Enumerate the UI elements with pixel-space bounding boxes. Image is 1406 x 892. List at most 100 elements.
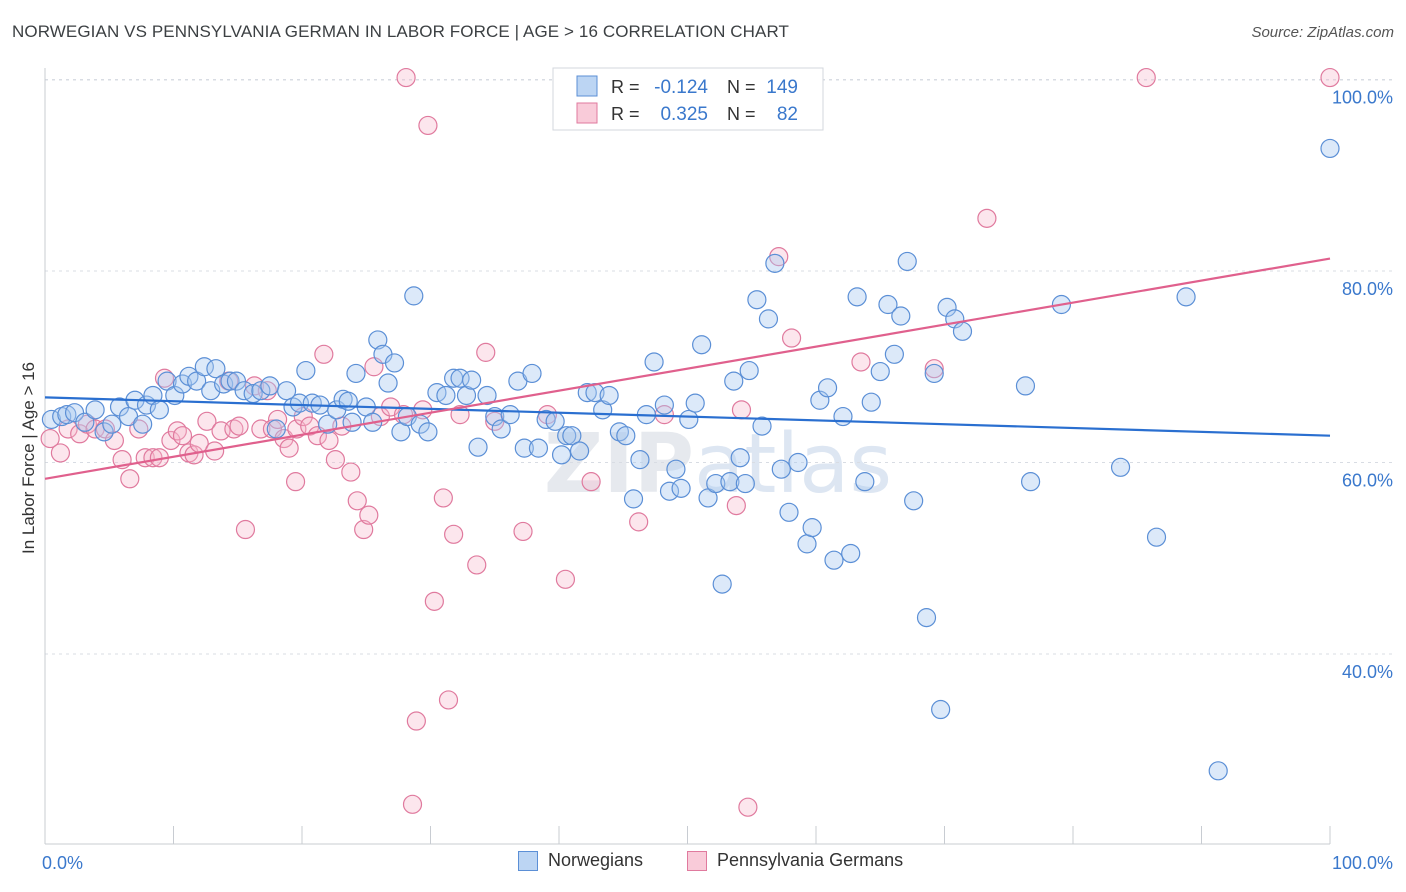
point-pennsylvania-german [924, 359, 944, 379]
axes [44, 68, 1331, 845]
point-norwegian [378, 373, 398, 393]
point-norwegian [758, 309, 779, 329]
point-norwegian [771, 459, 791, 479]
point-norwegian [251, 381, 271, 401]
point-norwegian [551, 445, 572, 465]
point-norwegian [456, 385, 477, 406]
y-tick-label: 80.0% [1342, 279, 1393, 299]
stats-legend-box [552, 67, 824, 131]
point-pennsylvania-german [235, 519, 256, 540]
x-tick-label-min: 0.0% [42, 853, 83, 873]
point-pennsylvania-german [197, 411, 217, 431]
chart-title: NORWEGIAN VS PENNSYLVANIA GERMAN IN LABO… [12, 22, 790, 41]
x-tick-labels: 0.0% 100.0% [42, 853, 1393, 873]
point-norwegian [623, 489, 644, 509]
y-tick-label: 60.0% [1342, 471, 1393, 491]
point-norwegian [75, 412, 95, 432]
legend-swatch-pink [687, 850, 707, 871]
point-norwegian [149, 400, 169, 420]
legend-swatch-blue [518, 850, 538, 871]
point-norwegian [545, 411, 565, 431]
point-norwegian [276, 381, 297, 401]
point-norwegian [562, 426, 582, 446]
gridlines [45, 79, 1392, 655]
point-pennsylvania-german [396, 67, 416, 88]
series-legend: Norwegians Pennsylvania Germans [0, 850, 1406, 880]
point-norwegian [724, 371, 744, 391]
point-norwegian [94, 422, 114, 442]
point-pennsylvania-german [1136, 67, 1156, 88]
point-norwegian [897, 251, 917, 272]
point-norwegian [569, 441, 590, 461]
point-norwegian [102, 414, 122, 434]
point-norwegian [514, 438, 534, 458]
trend-lines [44, 257, 1331, 480]
stats-legend: R = -0.124 N = 149 R = 0.325 N = 82 [552, 67, 824, 131]
point-pennsylvania-german [70, 424, 90, 444]
point-norwegian [797, 534, 817, 554]
point-norwegian [817, 378, 838, 398]
point-norwegian [1320, 138, 1340, 159]
point-norwegian [462, 370, 482, 390]
y-tick-labels: 40.0% 60.0% 80.0% 100.0% [1332, 88, 1393, 683]
point-norwegian [685, 393, 705, 413]
point-pennsylvania-german [851, 352, 871, 372]
point-pennsylvania-german [279, 438, 299, 458]
point-pennsylvania-german [424, 591, 444, 611]
trend-line-norwegians [44, 396, 1331, 437]
point-norwegian [206, 359, 226, 379]
point-pennsylvania-german [513, 521, 533, 542]
legend-label-pennsylvania-germans: Pennsylvania Germans [717, 850, 904, 870]
point-pennsylvania-german [731, 400, 752, 420]
point-pennsylvania-german [224, 419, 244, 439]
point-norwegian [916, 608, 937, 628]
point-pennsylvania-german [285, 472, 306, 492]
point-norwegian [644, 352, 664, 372]
point-pennsylvania-german [781, 328, 802, 348]
watermark: ZIPatlas [544, 417, 892, 512]
point-pennsylvania-german [319, 430, 339, 451]
point-norwegian [616, 426, 636, 446]
point-norwegian [384, 353, 405, 373]
point-norwegian [841, 543, 861, 564]
point-norwegian [500, 405, 520, 425]
point-norwegian [630, 450, 650, 470]
legend-label-norwegians: Norwegians [548, 850, 644, 870]
point-norwegian [418, 422, 438, 442]
point-norwegian [878, 294, 898, 315]
point-pennsylvania-german [476, 342, 496, 362]
point-norwegian [904, 491, 924, 511]
point-pennsylvania-german [406, 711, 426, 731]
point-norwegian [1020, 472, 1041, 492]
point-pennsylvania-german [438, 690, 459, 710]
point-norwegian [85, 400, 105, 420]
point-norwegian [599, 385, 619, 406]
point-norwegian [165, 385, 185, 406]
legend-item-pennsylvania-germans[interactable]: Pennsylvania Germans [687, 850, 903, 871]
x-tick-label-max: 100.0% [1332, 853, 1393, 873]
point-pennsylvania-german [402, 794, 423, 814]
stats-r-label: R = [611, 77, 640, 97]
stats-swatch [576, 102, 598, 124]
point-pennsylvania-german [251, 419, 271, 439]
point-norwegian [706, 473, 726, 494]
y-tick-label: 100.0% [1332, 88, 1393, 108]
point-norwegian [528, 438, 549, 458]
point-norwegian [833, 406, 853, 427]
point-norwegian [1176, 287, 1196, 307]
point-pennsylvania-german [354, 519, 374, 540]
point-norwegian [346, 363, 366, 384]
y-axis-title-text: In Labor Force | Age > 16 [19, 362, 38, 554]
stats-r-value: -0.124 [654, 77, 708, 98]
point-norwegian [133, 414, 153, 434]
point-norwegian [1015, 376, 1036, 396]
legend-item-norwegians[interactable]: Norwegians [518, 850, 643, 871]
point-norwegian [654, 395, 674, 415]
point-norwegian [404, 286, 424, 306]
point-pennsylvania-german [581, 472, 601, 492]
point-norwegian [931, 699, 951, 720]
point-norwegian [1208, 761, 1228, 781]
point-norwegian [730, 448, 750, 468]
point-norwegian [847, 287, 867, 307]
